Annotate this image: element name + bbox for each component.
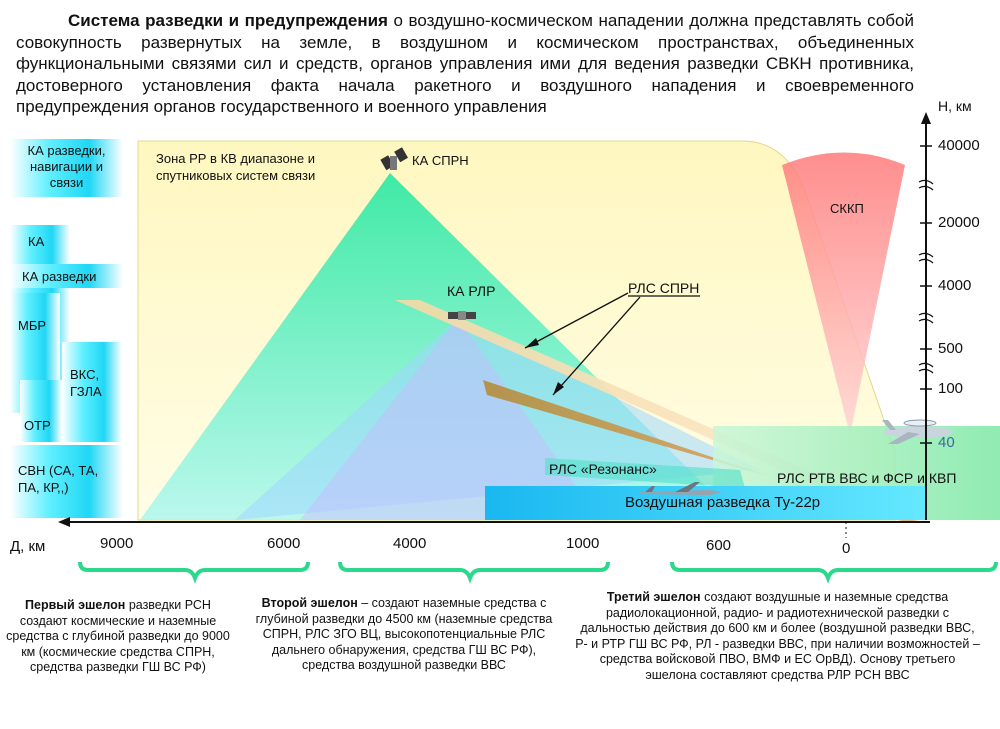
tu22-aircraft-icon: [640, 482, 722, 495]
distance-tick-1000: 1000: [566, 535, 600, 552]
altitude-tick-100: 100: [938, 380, 964, 397]
label-ka-sprn: КА СПРН: [412, 153, 469, 168]
distance-tick-4000: 4000: [393, 535, 427, 552]
label-ka-recon: КА разведки: [22, 269, 97, 284]
box-ka-recon: [10, 264, 123, 288]
label-ka-rlr: КА РЛР: [447, 283, 496, 299]
distance-axis-title: Д, км: [10, 538, 46, 555]
altitude-ticks: [920, 145, 932, 444]
echelon-first: Первый эшелон разведки РСН создают косми…: [2, 598, 234, 676]
altitude-axis-breaks: [918, 179, 934, 374]
altitude-tick-4000: 4000: [938, 277, 972, 294]
distance-tick-9000: 9000: [100, 535, 134, 552]
echelon-third-title: Третий эшелон: [606, 590, 701, 604]
echelon-braces: [78, 561, 998, 584]
rls-resonance-beam: [545, 458, 745, 488]
echelon-first-title: Первый эшелон: [25, 598, 126, 612]
altitude-tick-500: 500: [938, 340, 964, 357]
altitude-tick-20000: 20000: [938, 214, 980, 231]
awacs-aircraft-icon: [882, 419, 952, 444]
label-ka-rnc: КА разведки, навигации и связи: [27, 143, 106, 190]
ka-sprn-satellite-icon: [380, 147, 408, 171]
label-rls-resonance: РЛС «Резонанс»: [549, 461, 657, 477]
echelon-first-text: разведки РСН создают космические и назем…: [6, 598, 230, 674]
intro-body: о воздушно-космическом нападении должна …: [16, 11, 914, 116]
echelon-second-title: Второй эшелон: [261, 596, 358, 610]
label-otr: ОТР: [24, 418, 51, 433]
echelon-third: Третий эшелон создают воздушные и наземн…: [575, 590, 980, 683]
brace-second: [338, 561, 610, 584]
skkp-cone: [782, 152, 905, 435]
label-air-recon: Воздушная разведка Ту-22р: [625, 494, 821, 511]
intro-lead: Система разведки и предупреждения: [68, 11, 388, 30]
altitude-axis-title: Н, км: [938, 98, 972, 114]
brace-first: [78, 561, 310, 584]
ka-rlr-satellite-icon: [448, 311, 476, 320]
altitude-tick-40000: 40000: [938, 137, 980, 154]
altitude-tick-40: 40: [938, 434, 955, 451]
echelon-second-text: – создают наземные средства с глубиной р…: [255, 596, 553, 672]
label-zone-rr: Зона РР в КВ диапазоне и спутниковых сис…: [156, 151, 316, 183]
intro-paragraph: Система разведки и предупреждения о возд…: [16, 10, 914, 118]
label-skkp: СККП: [830, 201, 864, 216]
rls-sprn-arrow-1: [524, 292, 629, 349]
distance-tick-600: 600: [706, 537, 732, 554]
rls-sprn-arrow-2: [552, 296, 641, 396]
label-mbr: МБР: [18, 318, 47, 333]
label-rls-sprn: РЛС СПРН: [628, 280, 700, 296]
echelon-third-text: создают воздушные и наземные средства ра…: [575, 590, 980, 682]
box-otr: [20, 380, 62, 442]
label-ka: КА: [28, 234, 45, 249]
ka-rlr-coverage-2: [300, 318, 600, 520]
box-svn: [10, 445, 123, 518]
distance-tick-6000: 6000: [267, 535, 301, 552]
distance-tick-0: 0: [842, 540, 851, 557]
box-ka-rnc: [10, 139, 123, 197]
label-svn: СВН (СА, ТА, ПА, КР,,): [18, 463, 99, 495]
brace-third: [670, 561, 998, 584]
box-vks: [62, 342, 122, 442]
label-rls-rtv: РЛС РТВ ВВС и ФСР и КВП: [777, 470, 957, 486]
label-vks: ВКС, ГЗЛА: [70, 367, 102, 399]
echelon-second: Второй эшелон – создают наземные средств…: [254, 596, 554, 674]
